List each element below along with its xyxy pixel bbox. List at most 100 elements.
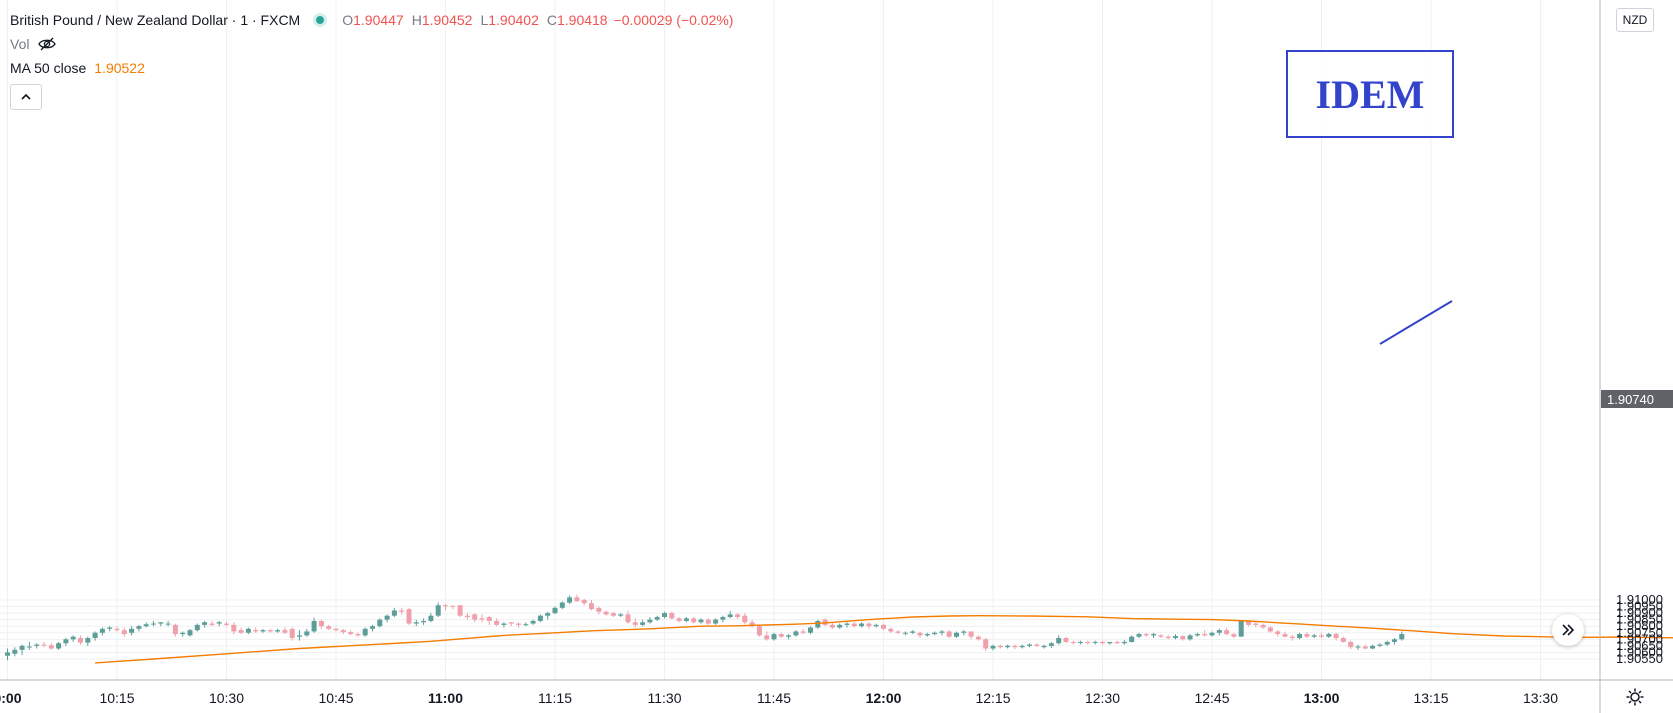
x-tick-label: 11:45: [757, 690, 791, 706]
trend-line-drawing: [1379, 300, 1453, 345]
candle-body: [1107, 641, 1113, 644]
candle-body: [92, 632, 98, 639]
candle-body: [1194, 634, 1200, 636]
candle: [552, 606, 558, 615]
candle-body: [362, 628, 368, 636]
candle-body: [654, 617, 660, 620]
candle-body: [727, 614, 733, 618]
candle: [1282, 631, 1288, 638]
candle-body: [552, 607, 558, 614]
candle-body: [939, 631, 945, 633]
x-tick-label: 12:30: [1085, 690, 1120, 706]
candle-body: [457, 605, 463, 616]
currency-button[interactable]: NZD: [1616, 8, 1654, 32]
candle: [399, 607, 405, 615]
x-tick-label: 12:45: [1194, 690, 1229, 706]
candle-body: [26, 646, 32, 648]
candle-body: [1297, 634, 1303, 639]
candle: [691, 617, 697, 624]
candle-body: [216, 622, 222, 624]
idem-annotation[interactable]: IDEM: [1286, 50, 1454, 138]
candle-body: [676, 618, 682, 621]
candle: [1107, 641, 1113, 645]
candles-layer: [5, 594, 1405, 661]
candle: [1289, 634, 1295, 641]
candle-body: [1202, 634, 1208, 636]
candle: [1012, 644, 1018, 650]
candle: [479, 614, 485, 623]
x-tick-label: 10:45: [318, 690, 353, 706]
double-chevron-right-icon: [1562, 624, 1575, 636]
x-tick-label: 12:15: [975, 690, 1010, 706]
candle-body: [355, 634, 361, 636]
candle-body: [1173, 636, 1178, 639]
candle-body: [1165, 636, 1171, 639]
candle-body: [78, 638, 83, 643]
candle-body: [1056, 638, 1062, 644]
candle-body: [1253, 623, 1259, 625]
candle-body: [756, 626, 762, 636]
candle-body: [311, 620, 317, 632]
candle: [34, 643, 40, 649]
candle: [297, 630, 302, 641]
candle-body: [873, 624, 879, 627]
candle: [1275, 630, 1281, 637]
collapse-legend-button[interactable]: [10, 84, 42, 110]
candle: [902, 631, 908, 636]
candle: [1070, 640, 1076, 645]
candle-body: [1027, 644, 1032, 646]
candle: [727, 611, 733, 619]
candle-body: [559, 602, 565, 608]
candle-body: [859, 623, 865, 627]
open-value: 1.90447: [353, 12, 404, 28]
symbol-title[interactable]: British Pound / New Zealand Dollar · 1 ·…: [10, 12, 301, 28]
candle-body: [202, 622, 208, 625]
x-tick-label: 13:15: [1413, 690, 1448, 706]
candle: [202, 620, 208, 628]
candle-body: [523, 624, 529, 626]
candle: [1034, 643, 1040, 648]
volume-label: Vol: [10, 36, 30, 52]
candle-body: [1238, 620, 1244, 637]
candle: [391, 607, 397, 618]
candle: [1399, 631, 1405, 641]
scroll-to-realtime-button[interactable]: [1552, 614, 1584, 646]
candle: [581, 598, 587, 606]
candle-body: [1100, 641, 1105, 644]
candle: [435, 602, 441, 618]
candle-body: [1019, 645, 1025, 648]
y-tick-label: 1.90950: [1616, 599, 1663, 614]
y-tick-label: 1.90550: [1616, 651, 1663, 666]
candle-body: [370, 626, 375, 629]
symbol-row[interactable]: British Pound / New Zealand Dollar · 1 ·…: [10, 8, 733, 32]
candle-body: [486, 617, 492, 621]
candle: [245, 627, 251, 635]
candle: [464, 613, 470, 620]
candle-body: [413, 622, 419, 624]
candle: [1209, 631, 1215, 637]
candle: [180, 631, 186, 637]
candle: [457, 605, 463, 618]
candle: [1392, 638, 1397, 645]
chevron-up-icon: [21, 93, 31, 100]
candle-body: [209, 623, 215, 625]
candle: [654, 615, 660, 621]
volume-row[interactable]: Vol: [10, 32, 733, 56]
candle: [603, 610, 609, 616]
hidden-eye-icon[interactable]: [37, 36, 57, 52]
candle: [1143, 632, 1149, 637]
candle: [997, 644, 1003, 649]
candle: [975, 635, 981, 641]
candle: [275, 628, 281, 633]
candle-body: [603, 611, 609, 615]
candle: [1333, 632, 1339, 641]
candle-body: [1224, 630, 1230, 635]
candle: [756, 624, 762, 637]
candle: [63, 638, 69, 646]
ma-indicator-row[interactable]: MA 50 close 1.90522: [10, 56, 733, 80]
candle: [1187, 634, 1193, 641]
candle: [187, 628, 193, 637]
x-tick-label: 11:00: [428, 690, 463, 706]
chart-settings-button[interactable]: [1624, 686, 1646, 708]
